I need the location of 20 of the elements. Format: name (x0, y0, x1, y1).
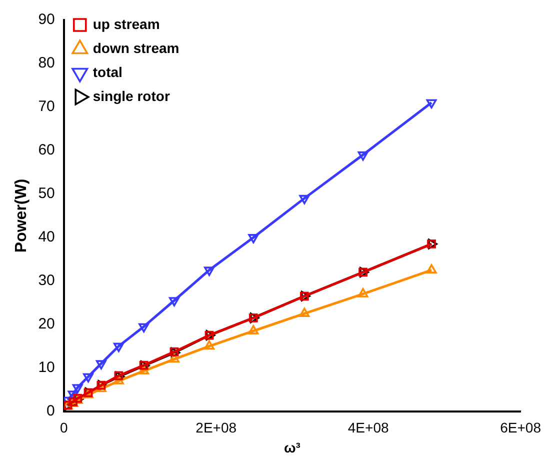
x-tick-label: 0 (60, 420, 68, 436)
legend-label: total (92, 64, 122, 80)
x-tick-label: 6E+08 (500, 420, 542, 436)
y-tick-label: 40 (38, 228, 55, 246)
y-axis-title: Power(W) (13, 178, 30, 253)
y-tick-label: 80 (38, 54, 55, 72)
legend-label: up stream (92, 16, 160, 32)
y-tick-label: 70 (38, 98, 55, 116)
x-axis-title: ω³ (284, 439, 301, 456)
y-tick-label: 60 (38, 142, 55, 159)
y-tick-label: 0 (46, 402, 55, 420)
x-tick-label: 4E+08 (348, 420, 389, 436)
x-tick-label: 2E+08 (196, 420, 237, 436)
y-tick-label: 50 (38, 185, 55, 202)
legend-label: down stream (92, 40, 180, 56)
y-tick-label: 30 (38, 272, 55, 290)
y-tick-label: 10 (38, 359, 55, 376)
legend-label: single rotor (92, 88, 170, 104)
y-tick-label: 90 (38, 11, 55, 28)
y-tick-label: 20 (38, 316, 55, 333)
